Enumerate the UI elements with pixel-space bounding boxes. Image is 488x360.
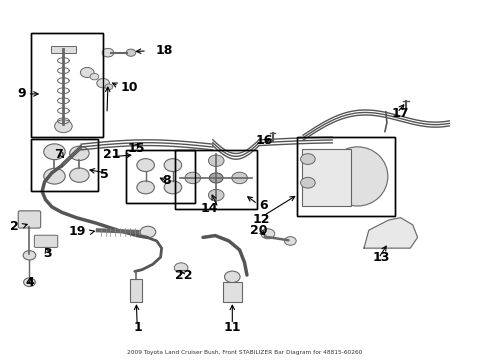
Text: 9: 9 [18,87,26,100]
Text: 3: 3 [42,247,51,260]
Bar [31,139,98,191]
Text: 1: 1 [134,321,142,334]
Circle shape [80,67,94,77]
Bar [126,150,194,203]
Text: 15: 15 [127,142,145,155]
Circle shape [224,271,240,283]
Circle shape [43,144,65,159]
Text: 4: 4 [25,276,34,289]
Text: 11: 11 [223,320,241,333]
Circle shape [69,168,89,182]
Circle shape [164,159,182,172]
Circle shape [69,146,89,161]
Text: 13: 13 [371,251,389,264]
Circle shape [284,237,296,245]
Bar [175,149,257,209]
Bar [130,279,142,302]
Circle shape [184,172,200,184]
Circle shape [208,189,224,201]
Bar [297,137,394,216]
Bar [175,149,257,209]
Circle shape [209,173,223,183]
Bar [51,46,76,53]
Text: 2: 2 [10,220,19,233]
Circle shape [43,168,65,184]
Circle shape [300,154,315,165]
Bar [297,137,394,216]
Text: 14: 14 [200,202,217,215]
FancyBboxPatch shape [34,235,58,247]
Circle shape [140,226,156,238]
Circle shape [261,229,274,239]
Text: 16: 16 [255,134,272,147]
Circle shape [23,278,35,287]
Text: 17: 17 [391,107,408,120]
Circle shape [137,181,154,194]
Text: 21: 21 [103,148,121,161]
Bar [126,150,194,203]
FancyBboxPatch shape [18,211,41,228]
Polygon shape [363,218,417,248]
Text: 22: 22 [174,269,192,282]
Bar [31,139,98,191]
Circle shape [231,172,247,184]
Text: 5: 5 [100,168,109,181]
Circle shape [174,263,187,273]
Bar [31,33,103,137]
Circle shape [105,84,113,90]
Bar [31,33,103,137]
Text: 20: 20 [250,224,267,237]
Circle shape [55,120,72,133]
Ellipse shape [327,147,387,206]
Circle shape [102,48,114,57]
Circle shape [126,49,136,56]
Text: 19: 19 [68,225,86,238]
Circle shape [300,177,315,188]
Circle shape [23,251,36,260]
Text: 6: 6 [259,199,267,212]
Circle shape [97,78,109,88]
Circle shape [208,155,224,166]
Circle shape [137,159,154,172]
Bar [302,149,350,206]
Text: 18: 18 [156,44,173,57]
Text: 2009 Toyota Land Cruiser Bush, Front STABILIZER Bar Diagram for 48815-60260: 2009 Toyota Land Cruiser Bush, Front STA… [126,350,362,355]
Text: 7: 7 [54,148,62,161]
Circle shape [164,181,182,194]
Bar [222,282,242,302]
Text: 8: 8 [162,174,170,186]
Text: 12: 12 [252,213,270,226]
Circle shape [90,73,99,80]
Text: 10: 10 [120,81,138,94]
